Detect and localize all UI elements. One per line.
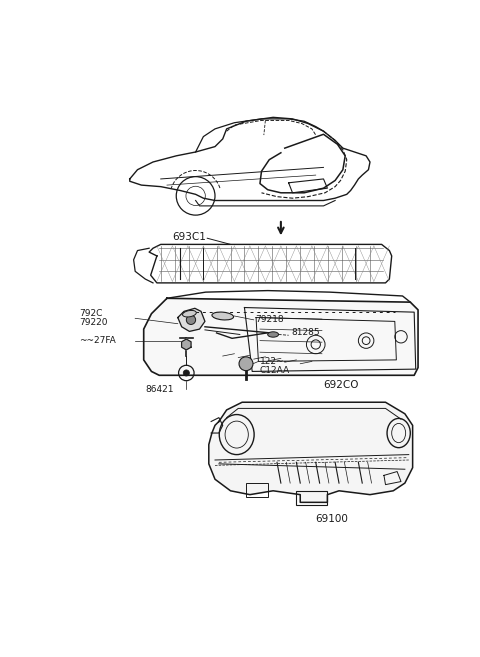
Text: 693C1: 693C1 bbox=[172, 232, 206, 242]
Text: 122~-: 122~- bbox=[260, 357, 288, 366]
Ellipse shape bbox=[268, 332, 278, 337]
Polygon shape bbox=[144, 298, 418, 375]
Bar bbox=[246, 483, 268, 497]
Text: 81285: 81285 bbox=[291, 328, 320, 338]
Text: 79220: 79220 bbox=[79, 319, 108, 327]
Polygon shape bbox=[181, 339, 191, 350]
Text: 79218: 79218 bbox=[255, 315, 284, 325]
Circle shape bbox=[239, 357, 253, 371]
Bar bbox=[296, 491, 327, 505]
Polygon shape bbox=[178, 308, 205, 331]
Ellipse shape bbox=[182, 310, 196, 317]
Polygon shape bbox=[149, 244, 392, 283]
Circle shape bbox=[183, 370, 190, 376]
Circle shape bbox=[186, 315, 196, 325]
Text: 86421: 86421 bbox=[145, 384, 174, 394]
Text: C12AA: C12AA bbox=[260, 366, 290, 375]
Polygon shape bbox=[130, 118, 370, 200]
Ellipse shape bbox=[212, 312, 234, 320]
Polygon shape bbox=[209, 402, 413, 503]
Text: 792C: 792C bbox=[79, 309, 103, 318]
Text: ~~27FA: ~~27FA bbox=[79, 336, 116, 345]
Text: 69100: 69100 bbox=[316, 514, 348, 524]
Text: 692CO: 692CO bbox=[324, 380, 359, 390]
